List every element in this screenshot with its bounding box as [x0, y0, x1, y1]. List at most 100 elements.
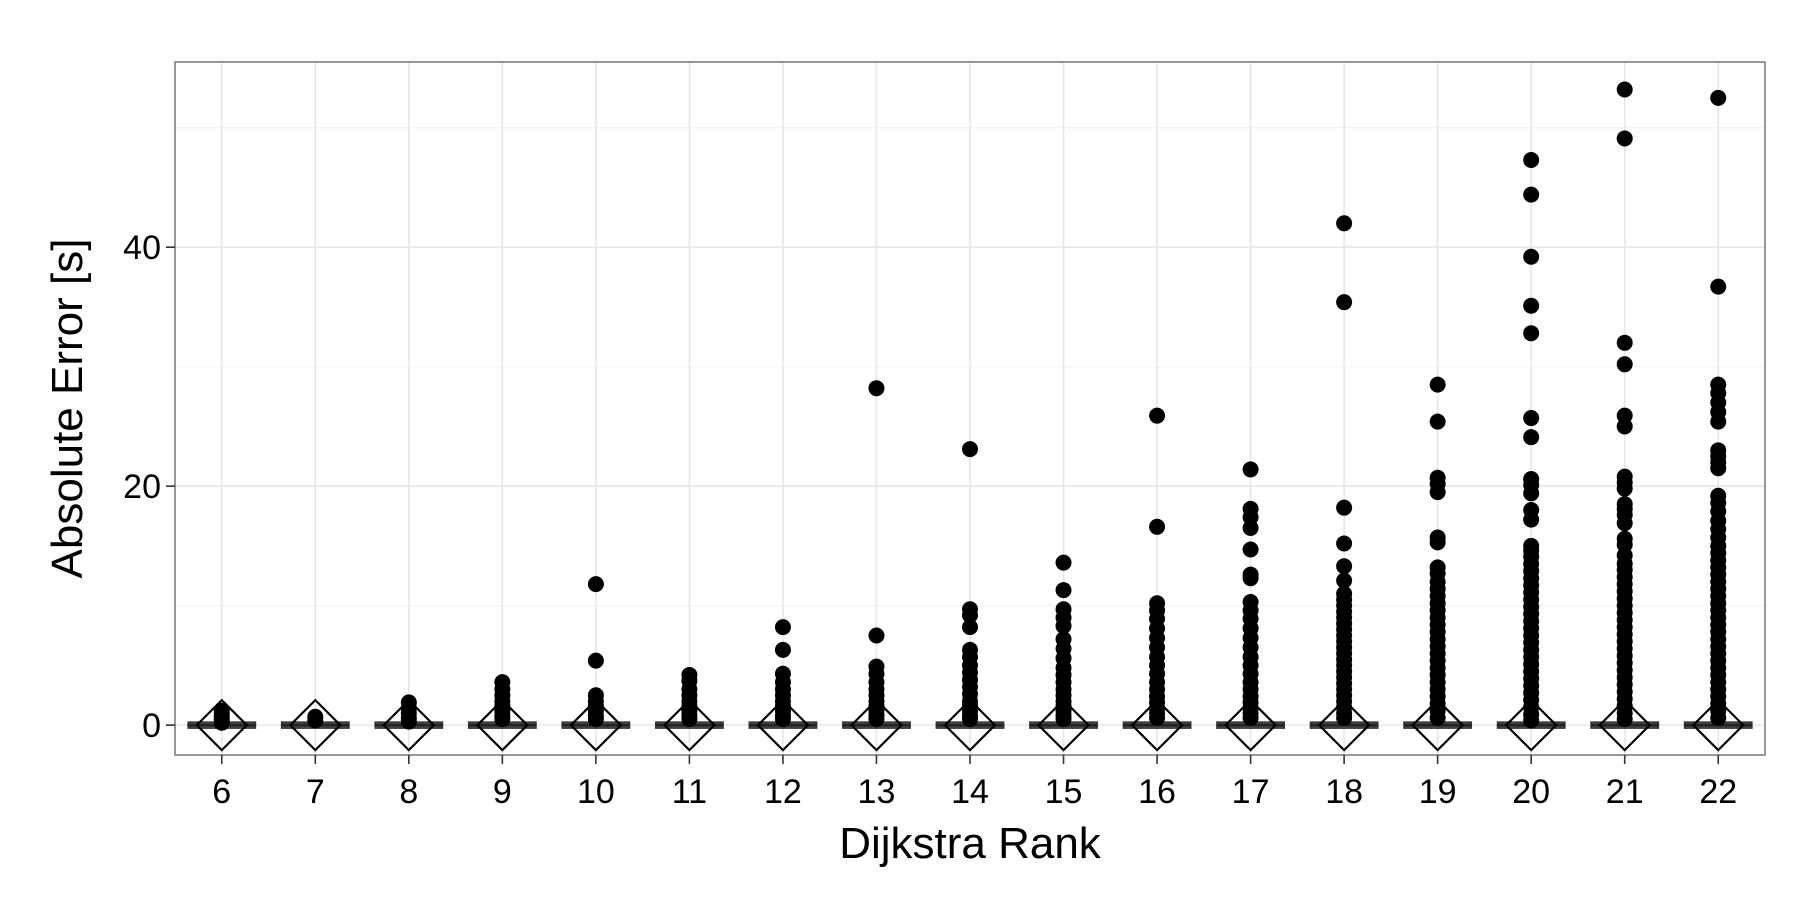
- y-tick-label: 40: [123, 229, 161, 267]
- outlier-point-rank-19: [1429, 709, 1446, 726]
- outlier-point-rank-20: [1523, 712, 1540, 729]
- outlier-point-rank-15: [1055, 617, 1072, 634]
- outlier-point-rank-13: [868, 380, 885, 397]
- outlier-point-rank-19: [1429, 413, 1446, 430]
- outlier-point-rank-19: [1429, 376, 1446, 393]
- x-tick-label: 21: [1606, 773, 1644, 811]
- outlier-point-rank-7: [307, 712, 324, 729]
- outlier-point-rank-12: [774, 711, 791, 728]
- mean-diamond-rank-12: [756, 698, 810, 752]
- outlier-point-rank-14: [962, 441, 978, 458]
- outlier-point-rank-22: [1710, 89, 1727, 106]
- x-tick-label: 16: [1138, 773, 1176, 811]
- x-tick-label: 8: [399, 773, 418, 811]
- outlier-point-rank-21: [1616, 334, 1633, 351]
- x-tick-label: 7: [306, 773, 325, 811]
- x-tick-label: 20: [1512, 773, 1550, 811]
- x-tick-label: 19: [1419, 773, 1457, 811]
- outlier-point-rank-19: [1429, 534, 1446, 551]
- outlier-point-rank-15: [1055, 554, 1072, 571]
- mean-diamond-rank-18: [1317, 698, 1371, 752]
- outlier-point-rank-13: [868, 627, 885, 644]
- outlier-point-rank-12: [774, 641, 791, 658]
- x-tick-label: 18: [1325, 773, 1363, 811]
- outlier-point-rank-15: [1055, 711, 1072, 728]
- mean-diamond-rank-22: [1691, 698, 1745, 752]
- x-tick-label: 12: [764, 773, 802, 811]
- outlier-point-rank-21: [1616, 711, 1633, 728]
- outlier-point-rank-14: [962, 607, 978, 624]
- x-tick-label: 14: [951, 773, 989, 811]
- outlier-point-rank-9: [494, 711, 511, 728]
- outlier-point-rank-18: [1336, 709, 1353, 726]
- outlier-point-rank-18: [1336, 572, 1353, 589]
- x-tick-label: 17: [1232, 773, 1270, 811]
- outlier-point-rank-10: [587, 711, 604, 728]
- outlier-point-rank-14: [962, 711, 978, 728]
- x-tick-label: 15: [1045, 773, 1083, 811]
- mean-diamond-rank-7: [288, 698, 342, 752]
- mean-diamond-rank-6: [195, 698, 249, 752]
- axes: 0 20 40 6 7 8 9 10 11 12 13 14 15 16 17 18 19 20 21 22: [123, 229, 1737, 811]
- mean-diamond-rank-9: [475, 698, 529, 752]
- y-tick-label: 20: [123, 468, 161, 506]
- outlier-point-rank-21: [1616, 356, 1633, 373]
- outlier-point-rank-21: [1616, 480, 1633, 497]
- outlier-point-rank-20: [1523, 325, 1540, 342]
- outlier-point-rank-10: [587, 652, 604, 669]
- outlier-point-rank-20: [1523, 429, 1540, 446]
- mean-diamond-rank-20: [1504, 698, 1558, 752]
- outlier-point-rank-20: [1523, 186, 1540, 203]
- outlier-point-rank-18: [1336, 294, 1353, 311]
- outlier-point-rank-10: [587, 576, 604, 593]
- x-axis-label: Dijkstra Rank: [839, 819, 1102, 868]
- x-tick-label: 11: [672, 773, 707, 811]
- outlier-point-rank-22: [1710, 709, 1727, 726]
- outlier-point-rank-20: [1523, 151, 1540, 168]
- outlier-point-rank-17: [1242, 461, 1259, 478]
- x-tick-label: 13: [858, 773, 896, 811]
- outlier-point-rank-22: [1710, 278, 1727, 295]
- outlier-point-rank-18: [1336, 499, 1353, 516]
- y-tick-label: 0: [142, 707, 161, 745]
- outlier-point-rank-17: [1242, 519, 1259, 536]
- outlier-point-rank-8: [400, 713, 417, 730]
- outlier-point-rank-20: [1523, 248, 1540, 265]
- mean-diamond-rank-11: [662, 698, 716, 752]
- y-axis-label: Absolute Error [s]: [43, 239, 92, 579]
- outlier-point-rank-17: [1242, 709, 1259, 726]
- mean-diamond-rank-16: [1130, 698, 1184, 752]
- outlier-point-rank-11: [681, 711, 698, 728]
- mean-diamond-rank-17: [1224, 698, 1278, 752]
- x-tick-label: 22: [1699, 773, 1737, 811]
- outlier-point-rank-17: [1242, 541, 1259, 558]
- outlier-point-rank-20: [1523, 410, 1540, 427]
- outlier-point-rank-18: [1336, 215, 1353, 232]
- outlier-point-rank-19: [1429, 484, 1446, 501]
- outlier-point-rank-21: [1616, 418, 1633, 435]
- mean-diamond-rank-19: [1411, 698, 1465, 752]
- outlier-point-rank-18: [1336, 535, 1353, 552]
- x-tick-label: 9: [493, 773, 512, 811]
- outlier-point-rank-20: [1523, 511, 1540, 528]
- mean-diamond-rank-8: [382, 698, 436, 752]
- outlier-point-rank-18: [1336, 558, 1353, 575]
- data-marks: [187, 81, 1753, 752]
- mean-diamond-rank-10: [569, 698, 623, 752]
- outlier-point-rank-21: [1616, 81, 1633, 98]
- outlier-point-rank-16: [1149, 407, 1166, 424]
- x-tick-label: 10: [577, 773, 615, 811]
- outlier-point-rank-22: [1710, 460, 1727, 477]
- outlier-point-rank-20: [1523, 485, 1540, 502]
- outlier-point-rank-13: [868, 711, 885, 728]
- outlier-point-rank-16: [1149, 709, 1166, 726]
- outlier-point-rank-12: [774, 619, 791, 636]
- outlier-point-rank-17: [1242, 570, 1259, 587]
- outlier-point-rank-6: [213, 714, 230, 731]
- outlier-point-rank-14: [962, 619, 978, 636]
- outlier-point-rank-21: [1616, 130, 1633, 147]
- outlier-point-rank-16: [1149, 518, 1166, 535]
- mean-diamond-rank-21: [1598, 698, 1652, 752]
